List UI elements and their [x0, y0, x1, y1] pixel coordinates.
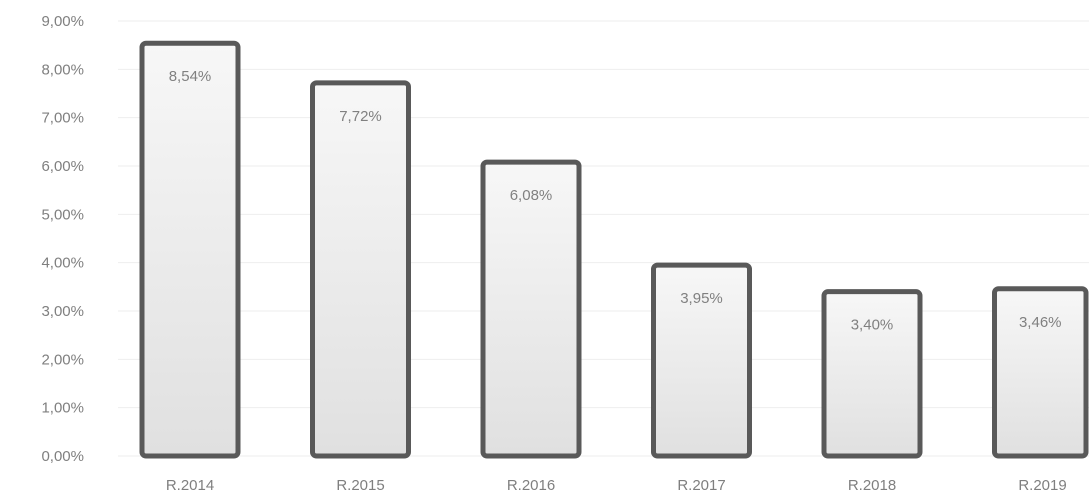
x-category-label: R.2014: [166, 477, 214, 494]
x-category-label: R.2018: [848, 477, 896, 494]
data-label: 6,08%: [510, 187, 553, 204]
data-label: 7,72%: [339, 108, 382, 125]
bar: [651, 262, 752, 459]
y-tick-label: 7,00%: [41, 110, 84, 127]
y-tick-label: 8,00%: [41, 61, 84, 78]
y-tick-label: 0,00%: [41, 448, 84, 465]
bars: [139, 40, 1089, 459]
x-category-label: R.2019: [1018, 477, 1066, 494]
x-axis-category-labels: R.2014 R.2015 R.2016 R.2017 R.2018 R.2019: [166, 477, 1067, 494]
data-label: 8,54%: [169, 68, 212, 85]
data-label: 3,46%: [1019, 314, 1062, 331]
y-tick-label: 9,00%: [41, 13, 84, 30]
y-tick-label: 3,00%: [41, 303, 84, 320]
data-label: 3,95%: [680, 290, 723, 307]
x-category-label: R.2015: [336, 477, 384, 494]
bar: [992, 286, 1089, 459]
y-tick-label: 5,00%: [41, 206, 84, 223]
x-category-label: R.2017: [677, 477, 725, 494]
bar: [310, 80, 411, 459]
y-tick-label: 1,00%: [41, 400, 84, 417]
data-label: 3,40%: [851, 317, 894, 334]
bar: [480, 159, 582, 459]
y-tick-label: 2,00%: [41, 351, 84, 368]
bar: [139, 40, 241, 459]
y-tick-label: 6,00%: [41, 158, 84, 175]
gridlines: [118, 20, 1089, 457]
x-category-label: R.2016: [507, 477, 555, 494]
bar: [821, 289, 923, 459]
data-labels: 8,54% 7,72% 6,08% 3,95% 3,40% 3,46%: [169, 68, 1062, 333]
y-tick-label: 4,00%: [41, 255, 84, 272]
y-axis-tick-labels: 0,00% 1,00% 2,00% 3,00% 4,00% 5,00% 6,00% 7,00%…: [41, 13, 84, 465]
